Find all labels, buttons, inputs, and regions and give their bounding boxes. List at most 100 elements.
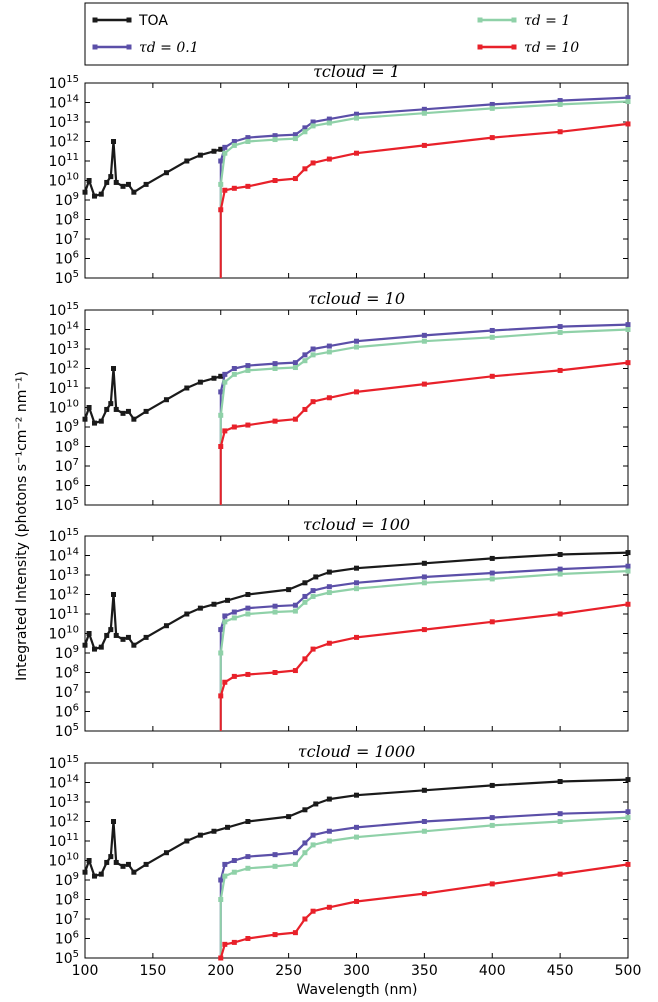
series-toa-point bbox=[125, 408, 131, 414]
legend-label-3: τd = 10 bbox=[524, 40, 579, 56]
y-tick-label: 108 bbox=[55, 211, 79, 229]
series-toa-point bbox=[184, 385, 190, 391]
series-toa-point bbox=[197, 152, 203, 158]
series-toa-point bbox=[92, 193, 98, 199]
series-toa-point bbox=[120, 863, 126, 869]
series-td01-point bbox=[421, 819, 427, 824]
series-td1-point bbox=[302, 850, 308, 856]
series-td1-point bbox=[310, 593, 316, 599]
series-td01-point bbox=[557, 811, 563, 817]
series-td1-point bbox=[218, 650, 224, 656]
legend-marker-end-1 bbox=[126, 44, 132, 50]
series-td01-point bbox=[354, 580, 359, 586]
series-toa-point bbox=[86, 631, 92, 636]
series-toa-point bbox=[120, 183, 126, 189]
series-td10-point bbox=[354, 898, 359, 904]
series-td1-point bbox=[218, 412, 224, 418]
series-toa-point bbox=[143, 181, 149, 187]
series-td10-line bbox=[219, 361, 629, 447]
series-toa-point bbox=[104, 859, 110, 865]
series-toa-point bbox=[326, 796, 332, 802]
series-td1-point bbox=[557, 101, 563, 107]
y-tick-label: 105 bbox=[55, 949, 79, 967]
series-td10-point bbox=[245, 936, 251, 941]
series-td1-point bbox=[354, 834, 359, 840]
series-td1-point bbox=[231, 869, 237, 875]
series-td1-point bbox=[625, 327, 631, 332]
series-td01-point bbox=[421, 106, 427, 112]
y-tick-label: 106 bbox=[55, 477, 79, 495]
legend-marker-1 bbox=[92, 44, 98, 50]
series-toa-point bbox=[111, 366, 117, 371]
y-tick-label: 109 bbox=[55, 191, 79, 209]
series-td1-point bbox=[326, 349, 332, 355]
series-td10-point bbox=[421, 627, 427, 633]
legend-box bbox=[84, 2, 629, 66]
series-td01-point bbox=[302, 125, 308, 131]
series-toa-point bbox=[421, 560, 427, 566]
series-td01-point bbox=[625, 563, 631, 569]
series-toa-point bbox=[184, 611, 190, 617]
series-toa-point bbox=[557, 552, 563, 558]
series-td1-point bbox=[557, 329, 563, 335]
y-tick-label: 105 bbox=[55, 496, 79, 514]
series-toa-point bbox=[163, 850, 169, 856]
y-axis-label: Integrated Intensity (photons s⁻¹cm⁻² nm… bbox=[14, 371, 30, 681]
legend-marker-0 bbox=[92, 17, 98, 23]
series-td10-point bbox=[326, 904, 332, 910]
series-toa-point bbox=[131, 189, 137, 195]
panel-title: τcloud = 100 bbox=[303, 515, 410, 534]
series-toa-point bbox=[82, 642, 88, 648]
series-td10-point bbox=[421, 381, 427, 387]
y-tick-label: 108 bbox=[55, 664, 79, 682]
series-td01-point bbox=[231, 609, 237, 615]
series-td10-point bbox=[557, 129, 563, 135]
series-toa-point bbox=[313, 574, 319, 580]
series-td01-point bbox=[557, 324, 563, 330]
series-td01-point bbox=[310, 346, 316, 352]
series-toa-point bbox=[184, 838, 190, 844]
series-td01-point bbox=[625, 95, 631, 101]
series-td01-point bbox=[272, 852, 278, 858]
series-td1-point bbox=[222, 150, 228, 156]
series-td10-point bbox=[218, 207, 224, 213]
series-toa-point bbox=[557, 779, 563, 785]
legend-marker-end-0 bbox=[126, 17, 132, 23]
series-toa-point bbox=[104, 179, 110, 185]
series-td01-point bbox=[421, 332, 427, 338]
series-toa-point bbox=[625, 777, 631, 783]
series-td01-point bbox=[302, 352, 308, 358]
series-toa-point bbox=[131, 416, 137, 422]
series-td1-point bbox=[489, 822, 495, 828]
series-toa-point bbox=[211, 828, 217, 834]
series-td01-point bbox=[625, 809, 631, 815]
y-tick-label: 1011 bbox=[48, 152, 79, 170]
series-toa-point bbox=[286, 587, 292, 593]
series-toa-point bbox=[125, 861, 131, 867]
y-tick-label: 107 bbox=[55, 457, 79, 475]
series-td10-point bbox=[231, 424, 237, 430]
panel-title: τcloud = 10 bbox=[308, 289, 405, 308]
series-toa-point bbox=[98, 191, 104, 197]
panel-title: τcloud = 1 bbox=[313, 62, 400, 81]
series-toa-point bbox=[125, 181, 131, 187]
series-toa-point bbox=[225, 824, 231, 830]
y-tick-label: 1014 bbox=[48, 547, 79, 565]
series-toa-point bbox=[326, 569, 332, 575]
series-td01-point bbox=[625, 322, 631, 328]
series-td01-point bbox=[557, 98, 563, 104]
series-td10-point bbox=[245, 671, 251, 677]
series-toa-point bbox=[302, 580, 308, 586]
series-td1-point bbox=[245, 611, 251, 617]
series-toa-point bbox=[82, 189, 88, 195]
series-td10-point bbox=[231, 673, 237, 679]
series-toa-point bbox=[111, 592, 117, 597]
series-td1-point bbox=[302, 599, 308, 605]
series-td1-point bbox=[302, 358, 308, 364]
series-toa-point bbox=[131, 869, 137, 875]
series-td01-point bbox=[218, 389, 224, 395]
y-tick-label: 1011 bbox=[48, 605, 79, 623]
series-td01-point bbox=[326, 116, 332, 122]
